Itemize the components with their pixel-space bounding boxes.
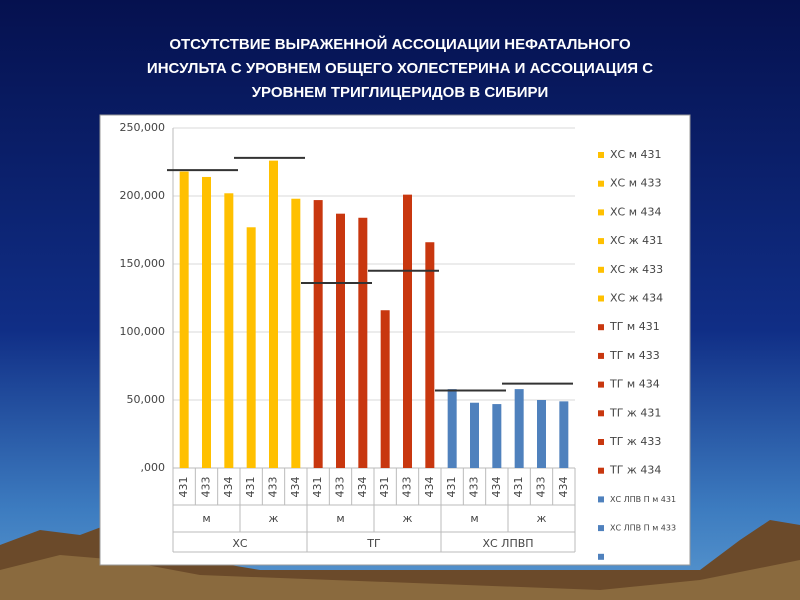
legend-label: ХС ж 433 [610,263,663,276]
legend-swatch [598,295,604,302]
legend-swatch [598,209,604,216]
group-label: ТГ [366,537,381,550]
legend-label: ХС м 434 [610,205,662,218]
group-label: ХС ЛПВП [482,537,533,550]
legend-swatch [598,496,604,503]
bar [380,310,390,468]
x-tick-label: 433 [401,477,414,498]
bar [358,217,368,468]
legend-swatch [598,266,604,273]
legend-label: ТГ м 434 [609,378,660,391]
y-tick-label: 200,000 [120,189,166,202]
x-tick-label: 431 [244,477,257,498]
x-tick-label: 431 [311,477,324,498]
title-line: УРОВНЕМ ТРИГЛИЦЕРИДОВ В СИБИРИ [252,84,549,101]
legend-swatch [598,324,604,331]
x-tick-label: 431 [512,477,525,498]
x-tick-label: 431 [378,477,391,498]
legend-swatch [598,467,604,474]
bar [403,194,412,468]
bar [447,389,457,468]
bar [202,176,211,468]
bar [470,402,479,468]
bar [559,401,569,468]
title-line: ОТСУТСТВИЕ ВЫРАЖЕННОЙ АССОЦИАЦИИ НЕФАТАЛ… [169,35,631,53]
legend-swatch [598,553,604,560]
bar [291,198,301,468]
bar [425,242,435,468]
x-tick-label: 434 [490,477,503,498]
legend-label: ХС ж 431 [610,234,663,247]
x-tick-label: 433 [334,477,347,498]
bar [537,400,546,468]
legend-label: ХС ЛПВ П м 431 [610,495,676,504]
bar [224,193,234,468]
y-tick-label: 50,000 [127,393,166,406]
x-tick-label: 434 [222,477,235,498]
x-tick-label: 434 [423,477,436,498]
bar [514,389,524,468]
y-tick-label: 100,000 [120,325,166,338]
x-tick-label: 431 [177,477,190,498]
bar [336,213,345,468]
legend-label: ТГ м 433 [609,349,660,362]
legend-swatch [598,180,604,187]
y-tick-label: 150,000 [120,257,166,270]
x-tick-label: 433 [267,477,280,498]
subgroup-label: ж [403,512,413,525]
bar [246,227,256,468]
title-line: ИНСУЛЬТА С УРОВНЕМ ОБЩЕГО ХОЛЕСТЕРИНА И … [147,60,653,77]
legend-swatch [598,410,604,417]
bar [269,160,278,468]
x-tick-label: 433 [468,477,481,498]
chart-area [99,114,691,566]
subgroup-label: м [202,512,210,525]
x-tick-label: 434 [356,477,369,498]
x-tick-label: 434 [557,477,570,498]
mountains-front [0,555,800,600]
subgroup-label: м [470,512,478,525]
x-tick-label: 433 [535,477,548,498]
legend-swatch [598,439,604,445]
legend-label: ТГ ж 433 [609,435,661,448]
legend-label: ТГ ж 434 [609,464,661,477]
x-tick-label: 433 [200,477,213,498]
legend-label: ХС ЛПВ П м 433 [610,524,676,533]
legend-swatch [598,238,604,245]
y-tick-label: 250,000 [120,121,166,134]
legend-label: ТГ ж 431 [609,406,661,419]
bar [492,404,502,468]
bar [313,200,323,468]
subgroup-label: ж [537,512,547,525]
group-label: ХС [232,537,248,550]
subgroup-label: м [336,512,344,525]
legend-label: ХС ж 434 [610,292,663,305]
subgroup-label: ж [269,512,279,525]
y-tick-label: ,000 [141,461,166,474]
bar [179,171,189,468]
legend-label: ХС м 431 [610,148,662,161]
x-tick-label: 434 [289,477,302,498]
legend-swatch [598,525,604,532]
legend-label: ХС м 433 [610,177,662,190]
legend-label: ТГ м 431 [609,320,660,333]
x-tick-label: 431 [445,477,458,498]
legend-swatch [598,352,604,359]
legend-swatch [598,381,604,388]
legend-swatch [598,152,604,158]
